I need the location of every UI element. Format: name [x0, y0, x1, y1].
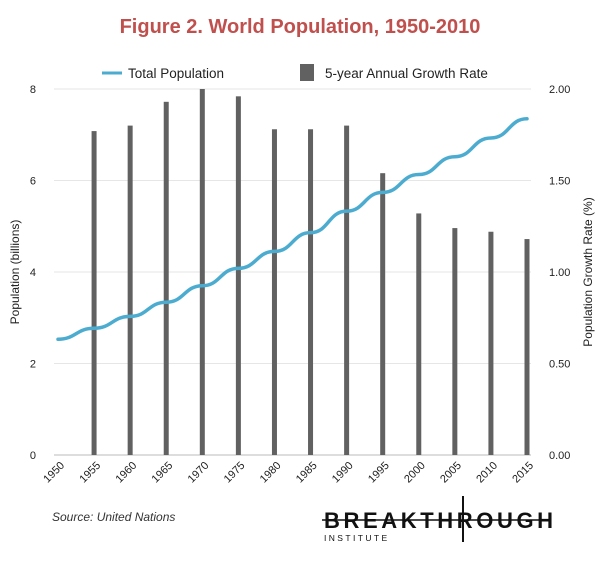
gridlines: [54, 88, 531, 456]
x-tick-label: 1950: [41, 460, 67, 486]
right-tick-label: 2.00: [549, 84, 570, 96]
line-series: [56, 116, 529, 342]
right-tick-label: 0.50: [549, 359, 570, 371]
x-tick-label: 1970: [186, 460, 212, 486]
bar-1960: [127, 125, 133, 455]
legend-label-total-population: Total Population: [128, 66, 224, 81]
breakthrough-institute-logo: BREAKTHROUGH INSTITUTE: [322, 496, 552, 543]
legend-label-growth-rate: 5-year Annual Growth Rate: [325, 66, 488, 81]
bar-1990: [344, 125, 350, 455]
bar-1995: [380, 173, 386, 455]
right-tick-label: 1.00: [549, 267, 570, 279]
bar-2015: [524, 239, 530, 455]
left-tick-label: 8: [30, 84, 36, 96]
bar-2000: [416, 213, 422, 455]
x-tick-label: 1980: [258, 460, 284, 486]
chart-title: Figure 2. World Population, 1950-2010: [119, 16, 481, 38]
left-tick-label: 0: [30, 450, 36, 462]
left-axis-label: Population (billions): [8, 220, 22, 325]
bar-1975: [235, 96, 241, 455]
bar-2010: [488, 231, 494, 455]
logo-sub-text: INSTITUTE: [324, 533, 390, 543]
x-tick-label: 2015: [510, 460, 536, 486]
x-tick-label: 1965: [150, 460, 176, 486]
x-tick-label: 1975: [222, 460, 248, 486]
bar-series: [91, 89, 530, 455]
x-tick-label: 2005: [438, 460, 464, 486]
bar-1970: [199, 89, 205, 455]
source-note: Source: United Nations: [52, 510, 176, 524]
legend-bar-swatch: [300, 64, 314, 81]
x-tick-label: 1955: [77, 460, 103, 486]
x-tick-label: 1985: [294, 460, 320, 486]
x-tick-label: 2000: [402, 460, 428, 486]
left-tick-label: 2: [30, 359, 36, 371]
legend: Total Population 5-year Annual Growth Ra…: [102, 64, 488, 81]
bar-1955: [91, 131, 97, 455]
bar-2005: [452, 228, 458, 455]
right-tick-label: 0.00: [549, 450, 570, 462]
bar-1980: [271, 129, 277, 455]
right-axis-ticks: 0.00 0.50 1.00 1.50 2.00: [549, 84, 570, 462]
x-tick-label: 2010: [474, 460, 500, 486]
bar-1985: [308, 129, 314, 455]
x-tick-label: 1990: [330, 460, 356, 486]
total-population-line: [56, 116, 529, 342]
right-axis-label: Population Growth Rate (%): [581, 197, 595, 346]
x-tick-label: 1960: [113, 460, 139, 486]
right-tick-label: 1.50: [549, 176, 570, 188]
left-tick-label: 4: [30, 267, 36, 279]
bar-1965: [163, 101, 169, 455]
left-tick-label: 6: [30, 176, 36, 188]
x-axis-ticks: 1950 1955 1960 1965 1970 1975 1980 1985 1990 1995…: [41, 460, 536, 486]
x-tick-label: 1995: [366, 460, 392, 486]
left-axis-ticks: 0 2 4 6 8: [30, 84, 36, 462]
